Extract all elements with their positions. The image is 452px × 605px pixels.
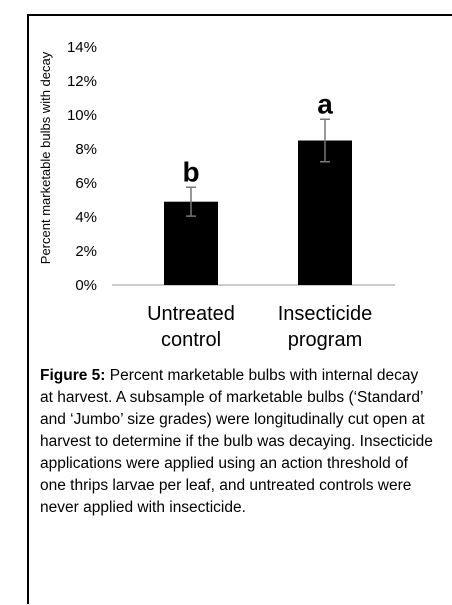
y-tick-label: 10% [67,107,97,124]
y-tick-label: 12% [67,73,97,90]
y-tick-label: 8% [75,141,97,158]
chart: Percent marketable bulbs with decay 0% 2% 4… [38,39,395,294]
annotation: a [317,88,333,119]
error-bar [320,118,330,163]
frame [27,14,452,604]
caption-label: Figure 5: [40,367,106,384]
y-axis-label: Percent marketable bulbs with decay [38,51,53,264]
y-tick-label: 2% [75,243,97,260]
caption-text: Percent marketable bulbs with internal d… [40,367,433,516]
y-tick-label: 14% [67,39,97,56]
caption: Figure 5: Percent marketable bulbs with … [40,365,435,519]
y-tick-label: 4% [75,209,97,226]
x-tick-label: Untreated control [147,303,235,351]
x-tick-label: Insecticide program [277,303,373,351]
error-bar [186,186,196,217]
annotation: b [182,156,199,187]
y-tick-label: 0% [75,277,97,294]
bar [298,140,352,285]
y-tick-label: 6% [75,175,97,192]
